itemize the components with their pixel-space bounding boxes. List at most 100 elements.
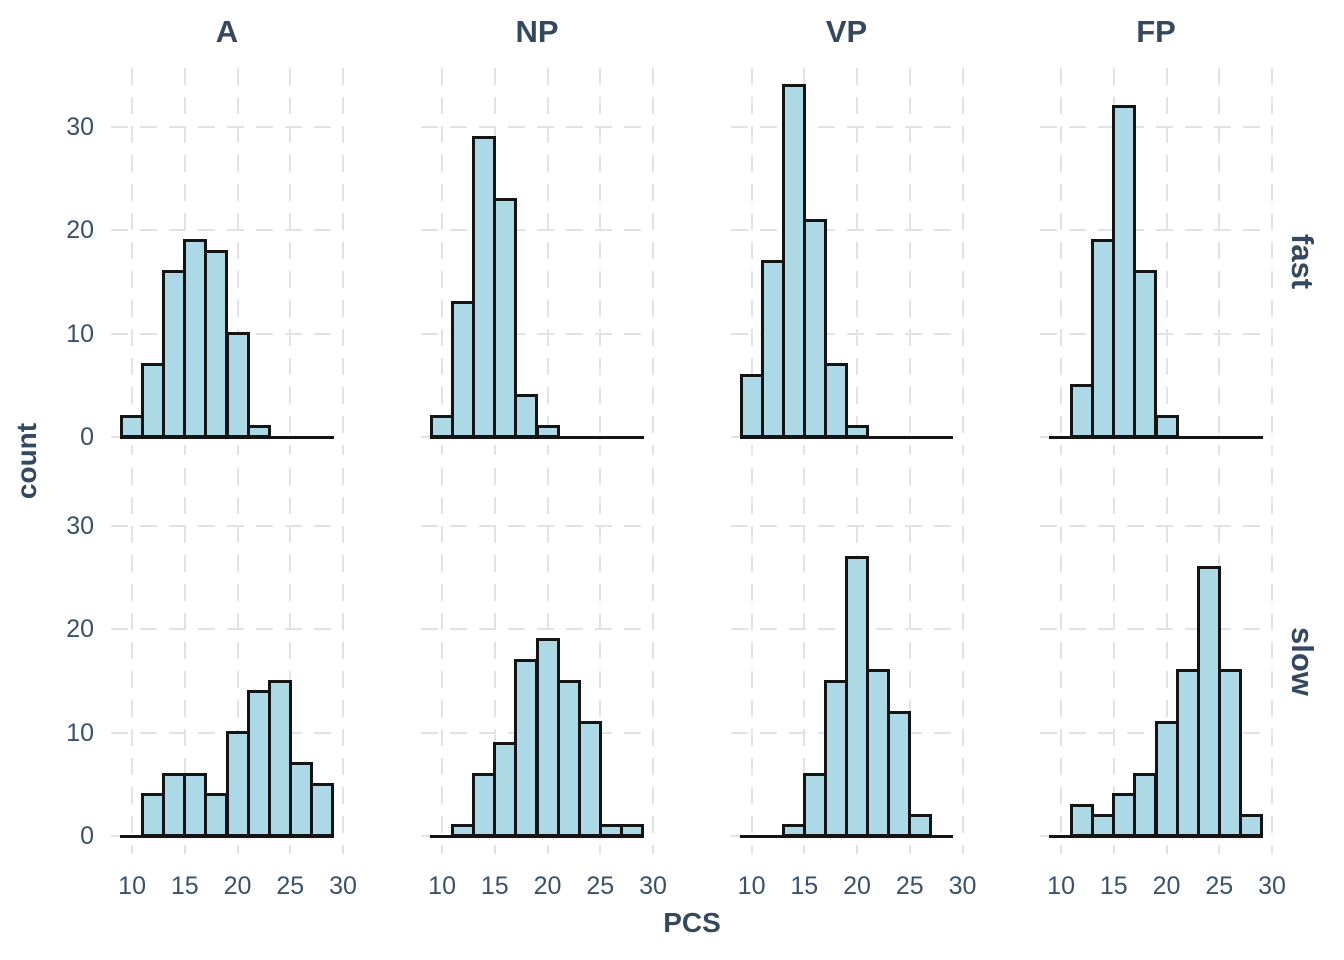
y-tick-label-fast-30: 30: [66, 113, 94, 142]
gridline-y-30: [111, 525, 343, 528]
gridline-x-10: [1060, 68, 1063, 455]
gridline-y-20: [111, 229, 343, 232]
histogram-bar-a-fast-20: [225, 332, 250, 439]
y-tick-label-slow-0: 0: [80, 822, 94, 850]
facet-strip-label-fast: fast: [1285, 233, 1320, 290]
facet-panel-vp-fast: [730, 68, 964, 455]
x-tick-label-fp-15: 15: [1099, 872, 1128, 900]
gridline-x-30: [342, 68, 344, 455]
facet-strip-label-fp: FP: [1136, 14, 1176, 49]
facet-strip-label-vp: VP: [825, 14, 868, 49]
histogram-bar-np-slow-28: [619, 824, 644, 838]
histogram-bar-np-fast-20: [535, 425, 560, 439]
x-tick-label-fp-20: 20: [1152, 872, 1181, 900]
histogram-bar-np-fast-18: [514, 394, 539, 439]
facet-strip-label-np: NP: [515, 14, 559, 49]
gridline-y-20: [730, 229, 963, 232]
x-tick-label-np-10: 10: [428, 872, 456, 900]
facet-panel-a-fast: [111, 68, 344, 455]
gridline-y-30: [111, 126, 343, 129]
histogram-bar-fp-fast-20: [1154, 414, 1179, 439]
x-tick-label-fp-30: 30: [1258, 872, 1286, 900]
histogram-bar-np-fast-16: [493, 197, 518, 439]
y-tick-label-fast-10: 10: [66, 319, 94, 348]
gridline-x-20: [856, 68, 859, 455]
y-tick-label-slow-20: 20: [66, 615, 94, 644]
gridline-x-15: [1112, 468, 1115, 854]
histogram-bar-a-slow-28: [309, 782, 334, 838]
x-tick-label-vp-30: 30: [948, 872, 977, 900]
histogram-bar-fp-slow-26: [1217, 669, 1242, 838]
x-tick-label-vp-20: 20: [843, 872, 871, 900]
histogram-bar-fp-fast-18: [1133, 270, 1158, 439]
gridline-y-30: [421, 525, 653, 528]
x-tick-label-vp-15: 15: [790, 872, 819, 900]
x-tick-label-np-15: 15: [480, 872, 509, 900]
gridline-x-20: [236, 468, 239, 854]
x-tick-label-np-20: 20: [533, 872, 562, 900]
x-tick-label-a-20: 20: [223, 872, 252, 900]
histogram-bar-fp-slow-28: [1238, 813, 1263, 838]
gridline-x-30: [652, 68, 654, 455]
histogram-bar-a-slow-18: [204, 793, 229, 838]
gridline-y-30: [730, 525, 963, 528]
gridline-x-20: [1165, 468, 1168, 854]
x-tick-label-vp-25: 25: [895, 872, 924, 900]
y-tick-label-slow-30: 30: [66, 512, 94, 541]
gridline-x-25: [289, 68, 292, 455]
facet-strip-label-a: A: [215, 14, 239, 49]
histogram-bar-a-slow-24: [267, 679, 292, 838]
x-tick-label-a-25: 25: [276, 872, 305, 900]
x-tick-label-vp-10: 10: [737, 872, 766, 900]
y-tick-label-fast-20: 20: [66, 216, 94, 245]
facet-panel-np-fast: [421, 68, 654, 455]
histogram-bar-np-slow-20: [535, 638, 560, 838]
gridline-x-30: [1271, 68, 1273, 455]
x-tick-label-np-25: 25: [586, 872, 615, 900]
gridline-y-30: [1040, 126, 1272, 129]
gridline-x-10: [750, 468, 753, 854]
gridline-x-10: [441, 68, 444, 455]
gridline-x-30: [961, 68, 964, 455]
gridline-x-30: [961, 468, 964, 854]
histogram-bar-vp-fast-18: [823, 363, 848, 439]
gridline-x-25: [599, 68, 602, 455]
gridline-x-30: [652, 468, 654, 854]
x-tick-label-np-30: 30: [639, 872, 667, 900]
gridline-x-20: [236, 68, 239, 455]
histogram-bar-a-fast-18: [204, 249, 229, 439]
x-axis-title: PCS: [663, 907, 721, 938]
histogram-bar-a-fast-22: [246, 425, 271, 439]
y-axis-title: count: [11, 422, 42, 500]
gridline-x-10: [131, 68, 134, 455]
gridline-x-25: [908, 468, 911, 854]
gridline-y-20: [1040, 628, 1272, 631]
x-tick-label-fp-25: 25: [1205, 872, 1234, 900]
facet-strip-label-slow: slow: [1285, 626, 1320, 696]
gridline-y-20: [111, 628, 343, 631]
histogram-bar-vp-slow-24: [887, 710, 912, 838]
histogram-bar-vp-slow-26: [908, 813, 933, 838]
gridline-y-20: [421, 628, 653, 631]
x-tick-label-a-30: 30: [329, 872, 357, 900]
gridline-y-20: [1040, 229, 1272, 232]
gridline-x-25: [908, 68, 911, 455]
histogram-bar-vp-fast-20: [845, 425, 870, 439]
histogram-bar-vp-fast-16: [802, 218, 827, 439]
gridline-x-10: [1060, 468, 1063, 854]
x-tick-label-fp-10: 10: [1047, 872, 1075, 900]
gridline-x-10: [441, 468, 444, 854]
histogram-bar-fp-fast-16: [1112, 104, 1137, 439]
gridline-y-10: [421, 332, 653, 335]
facet-panel-vp-slow: [730, 468, 964, 854]
gridline-x-20: [1165, 68, 1168, 455]
facet-panel-fp-fast: [1040, 68, 1273, 455]
y-tick-label-fast-0: 0: [80, 423, 94, 451]
facet-panel-a-slow: [111, 468, 344, 854]
gridline-x-25: [289, 468, 292, 854]
gridline-x-10: [750, 68, 753, 455]
gridline-y-30: [730, 126, 963, 129]
gridline-x-25: [1218, 68, 1221, 455]
gridline-x-15: [493, 468, 496, 854]
